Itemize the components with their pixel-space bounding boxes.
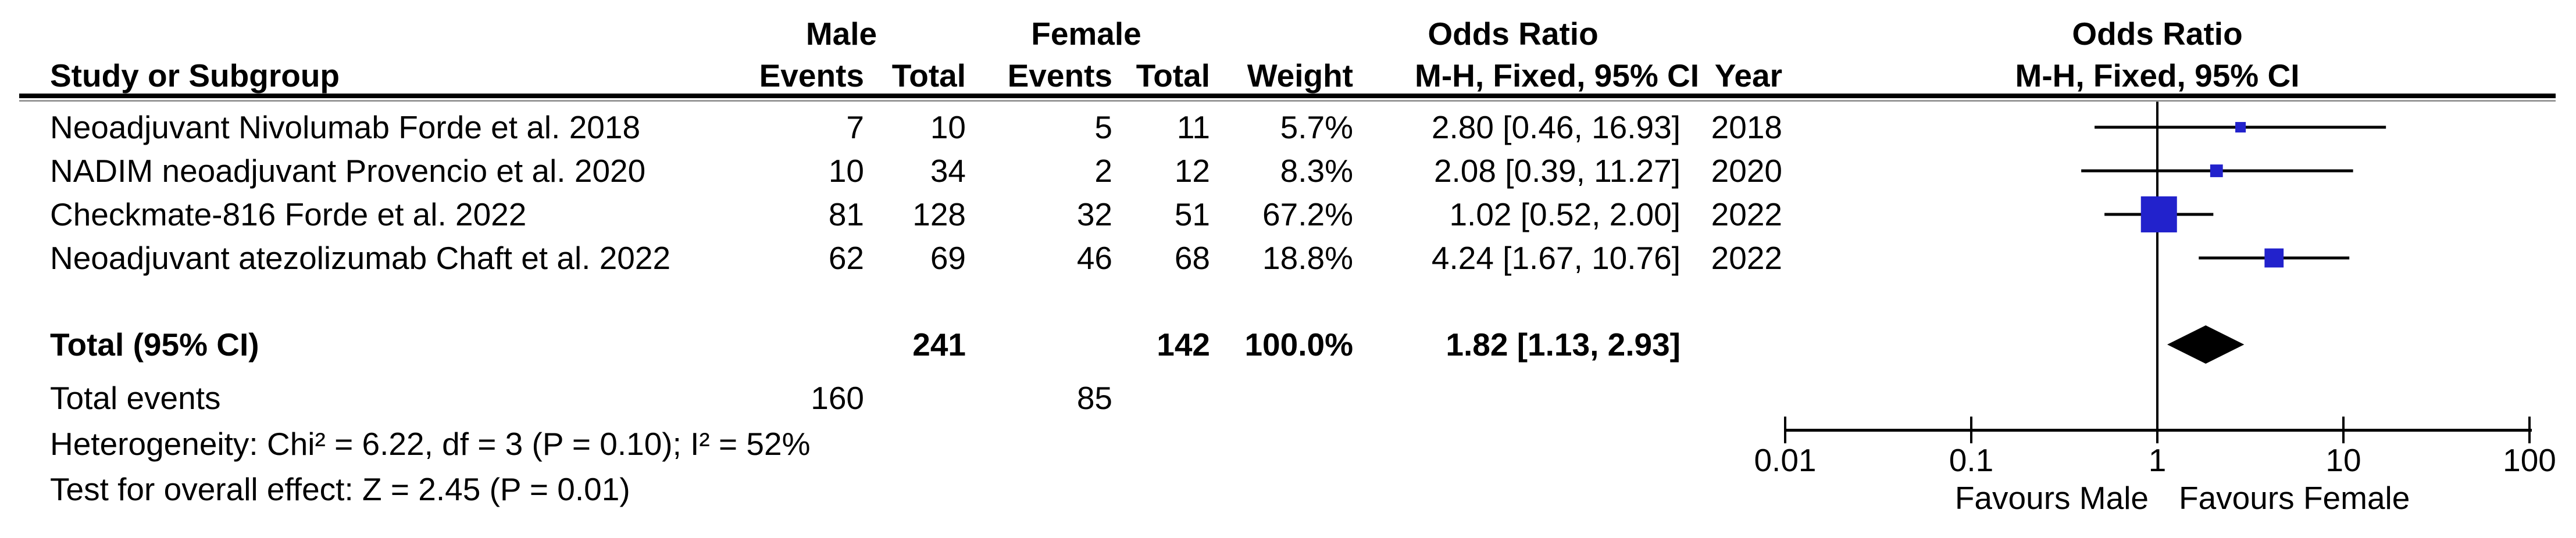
- or-ci-value: 2.80 [0.46, 16.93]: [1431, 109, 1681, 145]
- study-name: Neoadjuvant Nivolumab Forde et al. 2018: [50, 109, 641, 145]
- axis-tick-label: 0.01: [1754, 442, 1817, 478]
- female-group-header: Female: [1031, 16, 1141, 52]
- axis-tick: [1784, 417, 1786, 443]
- events-male-value: 62: [828, 240, 864, 276]
- axis-tick: [2528, 417, 2531, 443]
- or-square: [2264, 248, 2284, 268]
- weight-value: 8.3%: [1280, 153, 1353, 189]
- male-group-header: Male: [805, 16, 877, 52]
- axis-tick: [2156, 417, 2158, 443]
- study-name: NADIM neoadjuvant Provencio et al. 2020: [50, 153, 646, 189]
- year-value: 2022: [1711, 240, 1782, 276]
- weight-header: Weight: [1247, 58, 1353, 94]
- mh-fixed-ci-header: M-H, Fixed, 95% CI: [1415, 58, 1699, 94]
- axis-tick: [1970, 417, 1972, 443]
- total-female-value: 12: [1174, 153, 1210, 189]
- events-male-value: 10: [828, 153, 864, 189]
- favours-female-label: Favours Female: [2179, 480, 2410, 516]
- or-ci-value: 2.08 [0.39, 11.27]: [1433, 153, 1681, 189]
- weight-value: 5.7%: [1280, 109, 1353, 145]
- year-header: Year: [1714, 58, 1782, 94]
- header-rule-shadow: [19, 100, 2556, 102]
- total-events-label: Total events: [50, 380, 221, 416]
- null-effect-line: [2156, 102, 2158, 431]
- total-female-value: 51: [1174, 196, 1210, 232]
- events-male-value: 81: [828, 196, 864, 232]
- events-male-value: 7: [846, 109, 864, 145]
- axis-tick: [2342, 417, 2345, 443]
- or-ci-value: 1.02 [0.52, 2.00]: [1449, 196, 1681, 232]
- total-male-value: 128: [912, 196, 966, 232]
- total-or-ci-value: 1.82 [1.13, 2.93]: [1446, 327, 1681, 363]
- total-female-value: 68: [1174, 240, 1210, 276]
- total-female-value: 142: [1157, 327, 1210, 363]
- total-female-value: 11: [1176, 109, 1210, 145]
- events-female-value: 5: [1094, 109, 1112, 145]
- study-name: Checkmate-816 Forde et al. 2022: [50, 196, 527, 232]
- year-value: 2020: [1711, 153, 1782, 189]
- heterogeneity-text: Heterogeneity: Chi² = 6.22, df = 3 (P = …: [50, 426, 811, 462]
- or-square: [2210, 164, 2223, 177]
- header-rule: [19, 94, 2556, 98]
- axis-tick-label: 0.1: [1949, 442, 1994, 478]
- study-subgroup-header: Study or Subgroup: [50, 58, 340, 94]
- axis-tick-label: 10: [2325, 442, 2361, 478]
- total-row-label: Total (95% CI): [50, 327, 259, 363]
- or-ci-value: 4.24 [1.67, 10.76]: [1431, 240, 1681, 276]
- or-square: [2235, 121, 2246, 133]
- axis-tick-label: 100: [2503, 442, 2556, 478]
- events-female-value: 46: [1076, 240, 1112, 276]
- total-male-header: Total: [891, 58, 966, 94]
- total-male-value: 10: [930, 109, 966, 145]
- odds-ratio-column-header: Odds Ratio: [1428, 16, 1599, 52]
- plot-mh-fixed-ci-header: M-H, Fixed, 95% CI: [2015, 58, 2300, 94]
- total-female-header: Total: [1136, 58, 1210, 94]
- year-value: 2018: [1711, 109, 1782, 145]
- events-female-header: Events: [1007, 58, 1112, 94]
- weight-value: 67.2%: [1262, 196, 1353, 232]
- events-female-value: 32: [1076, 196, 1112, 232]
- total-male-value: 69: [930, 240, 966, 276]
- favours-male-label: Favours Male: [1954, 480, 2149, 516]
- study-name: Neoadjuvant atezolizumab Chaft et al. 20…: [50, 240, 671, 276]
- events-female-value: 2: [1094, 153, 1112, 189]
- axis-tick-label: 1: [2148, 442, 2167, 478]
- or-square: [2140, 196, 2177, 232]
- overall-effect-text: Test for overall effect: Z = 2.45 (P = 0…: [50, 471, 630, 507]
- total-events-female-value: 85: [1076, 380, 1112, 416]
- total-male-value: 34: [930, 153, 966, 189]
- summary-diamond: [2167, 325, 2245, 364]
- total-events-male-value: 160: [811, 380, 864, 416]
- year-value: 2022: [1711, 196, 1782, 232]
- total-male-value: 241: [912, 327, 966, 363]
- total-weight-value: 100.0%: [1244, 327, 1353, 363]
- weight-value: 18.8%: [1262, 240, 1353, 276]
- plot-odds-ratio-header: Odds Ratio: [2072, 16, 2243, 52]
- events-male-header: Events: [759, 58, 864, 94]
